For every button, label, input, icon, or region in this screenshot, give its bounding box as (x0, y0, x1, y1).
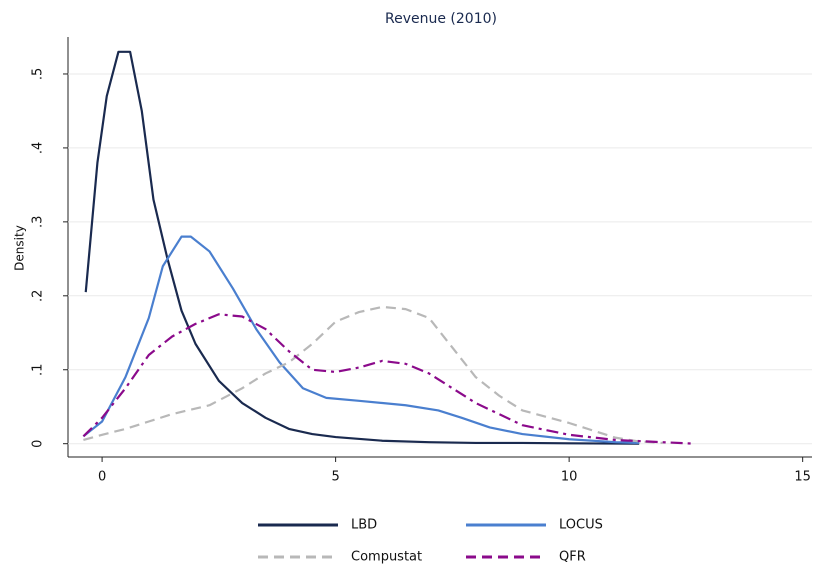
x-tick-label: 10 (561, 470, 578, 485)
chart-title: Revenue (2010) (385, 11, 497, 27)
x-tick-label: 0 (98, 470, 106, 485)
legend-label: LBD (351, 518, 377, 533)
x-tick-label: 5 (331, 470, 339, 485)
y-tick-label: .5 (31, 68, 46, 80)
legend-label: QFR (559, 550, 586, 565)
y-tick-label: .1 (31, 364, 46, 376)
legend-label: Compustat (351, 550, 422, 565)
y-tick-label: 0 (31, 440, 46, 448)
y-tick-label: .4 (31, 142, 46, 154)
x-tick-label: 15 (794, 470, 811, 485)
density-line (83, 305, 663, 445)
density-line (84, 50, 640, 445)
y-tick-label: .2 (31, 290, 46, 302)
y-axis-label: Density (13, 225, 27, 271)
density-line (82, 235, 640, 445)
density-line (82, 313, 696, 445)
legend-label: LOCUS (559, 518, 603, 533)
y-tick-label: .3 (31, 216, 46, 228)
